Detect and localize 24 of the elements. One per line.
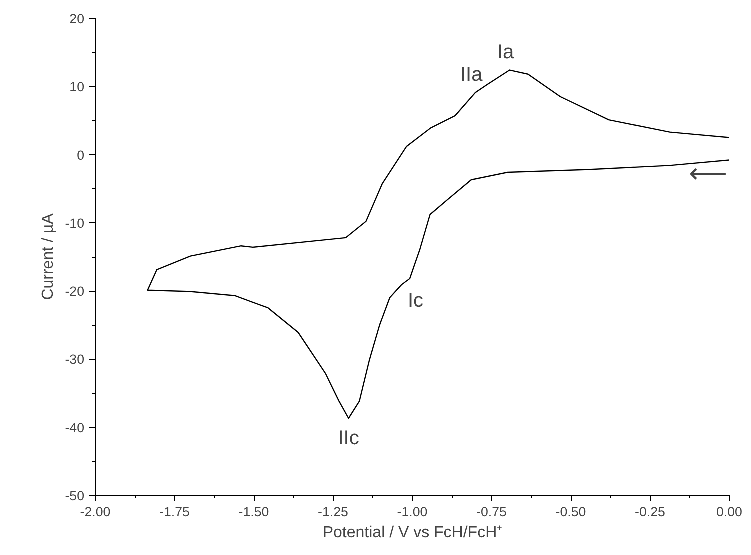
y-axis-title: Current / µA — [40, 213, 58, 300]
x-tick-label: 0.00 — [716, 504, 742, 520]
y-tick-label: 10 — [70, 80, 85, 95]
annotation: Ia — [497, 41, 516, 64]
y-tick-label: -30 — [65, 352, 84, 368]
annotation: IIc — [338, 428, 360, 450]
x-tick-label: -1.75 — [160, 504, 190, 520]
annotation: Ic — [408, 290, 424, 312]
x-tick-label: -2.00 — [80, 504, 111, 520]
y-tick-label: -40 — [65, 420, 84, 436]
y-tick-label: -20 — [65, 284, 84, 300]
x-axis-title: Potential / V vs FcH/FcH⁺ — [322, 524, 502, 542]
y-tick-label: -50 — [65, 488, 84, 504]
annotation: ⟵ — [689, 158, 728, 190]
x-tick-label: -1.00 — [397, 504, 428, 520]
y-tick-label: 0 — [77, 148, 85, 163]
y-tick-label: -10 — [65, 216, 84, 231]
x-tick-label: -1.50 — [238, 504, 270, 520]
y-tick-label: 20 — [70, 12, 85, 26]
x-tick-label: -0.75 — [476, 504, 507, 520]
x-tick-label: -0.50 — [556, 504, 586, 520]
x-tick-label: -0.25 — [635, 504, 666, 520]
annotation: IIa — [460, 64, 484, 86]
x-tick-label: -1.25 — [318, 504, 348, 520]
